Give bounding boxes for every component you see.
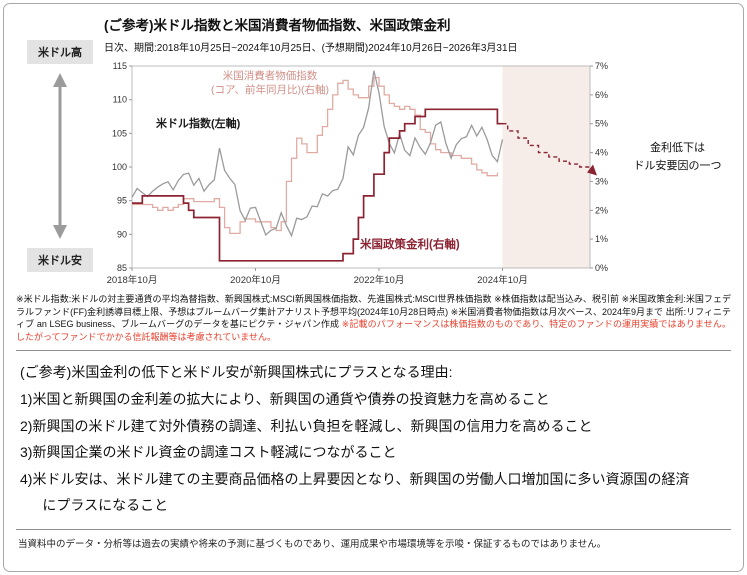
- line-chart-svg: 115 110 105 100 95 90 85 7% 6% 5% 4% 3% 2% 1% 0% 2018年1…: [107, 61, 608, 286]
- right-axis-tick-label: 0%: [595, 263, 608, 273]
- forecast-region: [502, 66, 590, 268]
- right-axis-tick-label: 1%: [595, 234, 608, 244]
- right-axis-tick-label: 2%: [595, 205, 608, 215]
- usd-low-label: 米ドル安: [27, 248, 93, 272]
- cpi-series-label: 米国消費者物価指数 (コア、前年同月比)(右軸): [182, 70, 358, 97]
- left-axis-tick-label: 90: [117, 229, 127, 239]
- x-axis-tick-label: 2024年10月: [477, 274, 528, 286]
- x-axis-tick-label: 2020年10月: [230, 274, 281, 286]
- footnote-warning: ※記載のパフォーマンスは株価指数のものであり、特定のファンドの運用実績ではありま…: [16, 319, 731, 342]
- page-title: (ご参考)米ドル指数と米国消費者物価指数、米国政策金利: [104, 18, 451, 33]
- cpi-series-label-line2: (コア、前年同月比)(右軸): [211, 83, 329, 96]
- reasons-heading: (ご参考)米国金利の低下と米ドル安が新興国株式にプラスとなる理由:: [20, 364, 453, 381]
- chart: 115 110 105 100 95 90 85 7% 6% 5% 4% 3% 2% 1% 0% 2018年1…: [104, 58, 624, 290]
- chart-main-column: (ご参考)米ドル指数と米国消費者物価指数、米国政策金利 日次、期間:2018年1…: [104, 14, 731, 290]
- cpi-series-label-line1: 米国消費者物価指数: [222, 70, 318, 82]
- policy-rate-series-label: 米国政策金利(右軸): [360, 239, 460, 251]
- core-cpi-line: [132, 76, 499, 235]
- usd-index-series-label: 米ドル指数(左軸): [156, 118, 241, 130]
- rate-cut-note-line2: ドル安要因の一つ: [633, 159, 722, 172]
- rate-cut-note: 金利低下は ドル安要因の一つ: [624, 140, 731, 290]
- chart-section: 米ドル高 米ドル安 (ご参考)米ドル指数と米国消費者物価指数、米国政策金利 日次…: [16, 14, 731, 290]
- policy-rate-forecast-line: [502, 123, 591, 169]
- reason-item-1: 1)米国と新興国の金利差の拡大により、新興国の通貨や債券の投資魅力を高めること: [20, 390, 550, 407]
- usd-high-label: 米ドル高: [27, 40, 93, 64]
- rate-cut-note-line1: 金利低下は: [650, 142, 705, 154]
- right-axis-tick-label: 6%: [595, 90, 608, 100]
- right-axis-tick-label: 4%: [595, 148, 608, 158]
- reason-item-4: 4)米ドル安は、米ドル建ての主要商品価格の上昇要因となり、新興国の労働人口増加国…: [20, 470, 690, 514]
- left-axis-tick-label: 95: [117, 196, 127, 206]
- chart-row: 115 110 105 100 95 90 85 7% 6% 5% 4% 3% 2% 1% 0% 2018年1…: [104, 58, 731, 290]
- disclaimer-footer: 当資料中のデータ・分析等は過去の実績や将来の予測に基づくものであり、運用成果や市…: [18, 538, 607, 550]
- reason-item-3: 3)新興国企業の米ドル資金の調達コスト軽減につながること: [20, 444, 397, 461]
- document-page: 米ドル高 米ドル安 (ご参考)米ドル指数と米国消費者物価指数、米国政策金利 日次…: [3, 3, 744, 572]
- left-axis-tick-label: 85: [117, 263, 127, 273]
- forecast-arrowhead-icon: [587, 164, 597, 176]
- x-axis-tick-label: 2018年10月: [107, 274, 158, 286]
- footnote-main: ※米ドル指数:米ドルの対主要通貨の平均為替指数、新興国株式:MSCI新興国株価指…: [16, 294, 731, 330]
- right-axis-tick-label: 5%: [595, 119, 608, 129]
- reasons-section: (ご参考)米国金利の低下と米ドル安が新興国株式にプラスとなる理由: 1)米国と新…: [16, 350, 731, 530]
- usd-direction-rail: 米ドル高 米ドル安: [16, 14, 104, 290]
- left-axis-tick-label: 100: [112, 162, 127, 172]
- right-axis-tick-label: 7%: [595, 61, 608, 71]
- footnotes: ※米ドル指数:米ドルの対主要通貨の平均為替指数、新興国株式:MSCI新興国株価指…: [16, 293, 731, 343]
- right-axis-tick-label: 3%: [595, 176, 608, 186]
- left-axis-tick-label: 105: [112, 128, 127, 138]
- usd-index-line: [131, 70, 504, 238]
- reason-item-2: 2)新興国の米ドル建て対外債務の調達、利払い負担を軽減し、新興国の信用力を高める…: [20, 417, 593, 434]
- x-axis-tick-label: 2022年10月: [354, 274, 405, 286]
- policy-rate-line: [132, 108, 503, 262]
- left-axis-tick-label: 110: [113, 95, 127, 105]
- left-axis-tick-label: 115: [113, 61, 127, 71]
- page-subtitle: 日次、期間:2018年10月25日~2024年10月25日、(予想期間)2024…: [104, 43, 518, 54]
- up-down-arrow-icon: [53, 73, 67, 239]
